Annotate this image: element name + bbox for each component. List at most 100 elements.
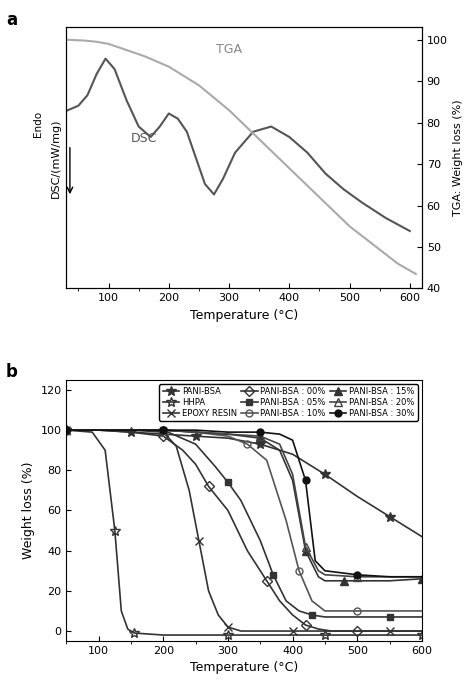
PANI-BSA : 20%: (420, 42): 20%: (420, 42) [303,543,309,551]
PANI-BSA [355,492,360,501]
EPOXY RESIN [225,623,231,631]
PANI-BSA : 05%: (150, 100): 05%: (150, 100) [128,426,134,434]
PANI-BSA [64,426,69,434]
EPOXY RESIN [186,486,192,494]
PANI-BSA : 15%: (440, 27): 15%: (440, 27) [316,573,321,581]
PANI-BSA : 05%: (100, 100): 05%: (100, 100) [96,426,101,434]
PANI-BSA : 05%: (300, 74): 05%: (300, 74) [225,478,231,486]
PANI-BSA : 00%: (500, 0): 00%: (500, 0) [355,627,360,635]
PANI-BSA : 00%: (330, 40): 00%: (330, 40) [245,546,250,554]
PANI-BSA : 15%: (300, 98): 15%: (300, 98) [225,430,231,439]
PANI-BSA : 20%: (550, 27): 20%: (550, 27) [387,573,392,581]
PANI-BSA : 10%: (500, 10): 10%: (500, 10) [355,607,360,615]
HHPA [355,631,360,639]
PANI-BSA : 05%: (250, 93): 05%: (250, 93) [193,440,199,448]
EPOXY RESIN [257,627,263,635]
PANI-BSA : 05%: (390, 15): 05%: (390, 15) [283,597,289,605]
PANI-BSA : 15%: (150, 100): 15%: (150, 100) [128,426,134,434]
PANI-BSA : 20%: (600, 27): 20%: (600, 27) [419,573,425,581]
PANI-BSA [387,512,392,520]
Y-axis label: DSC/(mW/mg): DSC/(mW/mg) [51,118,61,198]
PANI-BSA : 30%: (250, 100): 30%: (250, 100) [193,426,199,434]
PANI-BSA : 05%: (350, 45): 05%: (350, 45) [257,537,263,545]
EPOXY RESIN [128,426,134,434]
PANI-BSA : 00%: (420, 3): 00%: (420, 3) [303,621,309,629]
PANI-BSA : 30%: (400, 95): 30%: (400, 95) [290,436,295,444]
PANI-BSA : 30%: (550, 27): 30%: (550, 27) [387,573,392,581]
PANI-BSA : 15%: (50, 100): 15%: (50, 100) [64,426,69,434]
PANI-BSA : 05%: (410, 10): 05%: (410, 10) [296,607,302,615]
PANI-BSA : 15%: (380, 90): 15%: (380, 90) [277,446,283,454]
HHPA [64,426,69,434]
PANI-BSA : 00%: (100, 100): 00%: (100, 100) [96,426,101,434]
PANI-BSA [322,470,328,478]
PANI-BSA : 30%: (380, 98): 30%: (380, 98) [277,430,283,439]
Line: EPOXY RESIN: EPOXY RESIN [62,426,426,635]
PANI-BSA : 15%: (480, 25): 15%: (480, 25) [341,577,347,585]
EPOXY RESIN [64,426,69,434]
PANI-BSA : 10%: (150, 100): 10%: (150, 100) [128,426,134,434]
PANI-BSA : 30%: (600, 27): 30%: (600, 27) [419,573,425,581]
PANI-BSA : 10%: (430, 15): 10%: (430, 15) [309,597,315,605]
Line: HHPA: HHPA [62,426,427,640]
HHPA [387,631,392,639]
PANI-BSA : 00%: (230, 90): 00%: (230, 90) [180,446,185,454]
HHPA [112,527,118,535]
PANI-BSA [161,430,166,439]
PANI-BSA : 05%: (280, 82): 05%: (280, 82) [212,462,218,471]
Line: PANI-BSA: PANI-BSA [62,426,427,542]
PANI-BSA : 15%: (400, 75): 15%: (400, 75) [290,476,295,484]
PANI-BSA [257,440,263,448]
PANI-BSA : 20%: (200, 100): 20%: (200, 100) [161,426,166,434]
Y-axis label: Weight loss (%): Weight loss (%) [22,462,35,559]
PANI-BSA : 20%: (440, 30): 20%: (440, 30) [316,567,321,575]
PANI-BSA [128,428,134,436]
PANI-BSA : 30%: (50, 100): 30%: (50, 100) [64,426,69,434]
HHPA [322,631,328,639]
PANI-BSA : 05%: (200, 100): 05%: (200, 100) [161,426,166,434]
PANI-BSA : 05%: (500, 7): 05%: (500, 7) [355,613,360,621]
PANI-BSA : 10%: (390, 55): 10%: (390, 55) [283,516,289,524]
PANI-BSA : 00%: (200, 97): 00%: (200, 97) [161,432,166,441]
EPOXY RESIN [196,537,202,545]
EPOXY RESIN [206,587,211,595]
PANI-BSA : 05%: (450, 7): 05%: (450, 7) [322,613,328,621]
EPOXY RESIN [290,627,295,635]
HHPA [193,631,199,639]
HHPA [257,631,263,639]
PANI-BSA [225,434,231,442]
PANI-BSA : 20%: (300, 98): 20%: (300, 98) [225,430,231,439]
PANI-BSA : 10%: (550, 10): 10%: (550, 10) [387,607,392,615]
EPOXY RESIN [96,426,101,434]
PANI-BSA : 05%: (320, 65): 05%: (320, 65) [238,496,244,505]
PANI-BSA : 30%: (435, 35): 30%: (435, 35) [312,557,318,565]
PANI-BSA : 00%: (250, 83): 00%: (250, 83) [193,460,199,469]
PANI-BSA : 05%: (370, 28): 05%: (370, 28) [270,571,276,579]
PANI-BSA : 00%: (550, 0): 00%: (550, 0) [387,627,392,635]
PANI-BSA : 15%: (420, 40): 15%: (420, 40) [303,546,309,554]
PANI-BSA : 30%: (420, 75): 30%: (420, 75) [303,476,309,484]
PANI-BSA : 05%: (430, 8): 05%: (430, 8) [309,611,315,619]
EPOXY RESIN [419,627,425,635]
HHPA [225,631,231,639]
Line: PANI-BSA : 00%: PANI-BSA : 00% [63,427,425,634]
PANI-BSA [419,533,425,541]
PANI-BSA [290,450,295,458]
PANI-BSA : 10%: (360, 85): 10%: (360, 85) [264,456,270,464]
PANI-BSA : 20%: (500, 27): 20%: (500, 27) [355,573,360,581]
PANI-BSA : 15%: (550, 25): 15%: (550, 25) [387,577,392,585]
Y-axis label: TGA: Weight loss (%): TGA: Weight loss (%) [453,100,463,216]
PANI-BSA : 00%: (380, 15): 00%: (380, 15) [277,597,283,605]
Line: PANI-BSA : 30%: PANI-BSA : 30% [63,427,425,580]
PANI-BSA : 10%: (100, 100): 10%: (100, 100) [96,426,101,434]
PANI-BSA : 05%: (550, 7): 05%: (550, 7) [387,613,392,621]
PANI-BSA : 15%: (200, 100): 15%: (200, 100) [161,426,166,434]
PANI-BSA : 10%: (330, 93): 10%: (330, 93) [245,440,250,448]
PANI-BSA : 20%: (350, 97): 20%: (350, 97) [257,432,263,441]
PANI-BSA : 20%: (50, 100): 20%: (50, 100) [64,426,69,434]
X-axis label: Temperature (°C): Temperature (°C) [190,309,298,322]
PANI-BSA : 10%: (410, 30): 10%: (410, 30) [296,567,302,575]
PANI-BSA : 30%: (450, 30): 30%: (450, 30) [322,567,328,575]
PANI-BSA : 00%: (400, 8): 00%: (400, 8) [290,611,295,619]
Text: DSC: DSC [130,132,157,145]
